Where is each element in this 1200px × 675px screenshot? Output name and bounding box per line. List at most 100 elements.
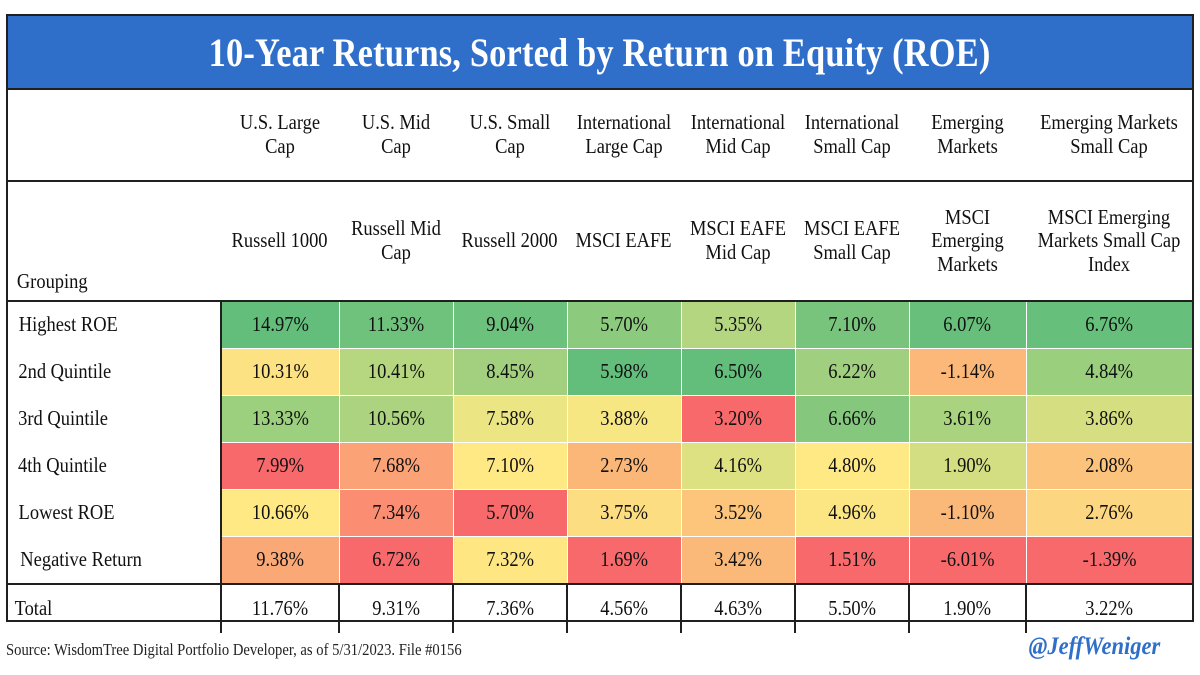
table-row: Negative Return 9.38% 6.72% 7.32% 1.69% 3.42%… bbox=[8, 536, 1192, 585]
value-cell-text: 3.61% bbox=[943, 406, 992, 431]
row-label-text: 3rd Quintile bbox=[18, 406, 108, 431]
value-cell-text: 7.99% bbox=[256, 453, 305, 478]
index-header-row: Grouping Russell 1000 Russell Mid Cap Russe… bbox=[8, 181, 1192, 302]
value-cell: 10.66% bbox=[220, 489, 339, 537]
index-header: MSCI EAFE Mid Cap bbox=[681, 181, 795, 302]
table-row: 4th Quintile 7.99% 7.68% 7.10% 2.73% 4.16% 4.8… bbox=[8, 442, 1192, 490]
author-handle: @JeffWeniger bbox=[1028, 633, 1160, 660]
index-header-text: Russell 1000 bbox=[231, 228, 329, 253]
total-cell-text: 5.50% bbox=[828, 596, 876, 621]
category-header: Emerging Markets bbox=[909, 90, 1026, 182]
value-cell-text: 6.07% bbox=[943, 312, 992, 337]
value-cell: 7.10% bbox=[794, 301, 909, 349]
total-cell-text: 1.90% bbox=[943, 596, 992, 621]
total-label-text: Total bbox=[14, 596, 53, 621]
value-cell-text: 8.45% bbox=[486, 359, 534, 384]
index-header-text: Russell 2000 bbox=[461, 228, 559, 253]
index-header: MSCI Emerging Markets bbox=[909, 181, 1026, 302]
value-cell-text: 7.58% bbox=[486, 406, 534, 431]
category-header: U.S. Large Cap bbox=[221, 90, 339, 182]
value-cell-text: 5.70% bbox=[486, 500, 534, 525]
value-cell: 4.96% bbox=[794, 489, 909, 537]
value-cell-text: -1.14% bbox=[940, 359, 995, 384]
value-cell: 4.80% bbox=[794, 442, 909, 490]
value-cell-text: 4.16% bbox=[714, 453, 762, 478]
table-row: Lowest ROE 10.66% 7.34% 5.70% 3.75% 3.52% 4.96… bbox=[8, 489, 1192, 537]
value-cell-text: 3.86% bbox=[1085, 406, 1134, 431]
value-cell-text: 5.70% bbox=[600, 312, 648, 337]
row-label-text: 4th Quintile bbox=[18, 453, 107, 478]
row-label-text: Negative Return bbox=[20, 546, 142, 571]
value-cell-text: 1.69% bbox=[600, 547, 648, 572]
category-header-row: U.S. Large Cap U.S. Mid Cap U.S. Small Cap… bbox=[8, 90, 1192, 182]
value-cell: -1.39% bbox=[1025, 536, 1192, 585]
value-cell: 3.42% bbox=[680, 536, 795, 585]
table-row: 2nd Quintile 10.31% 10.41% 8.45% 5.98% 6.50% 6… bbox=[8, 348, 1192, 396]
category-header: U.S. Mid Cap bbox=[339, 90, 453, 182]
value-cell-text: 10.41% bbox=[367, 359, 425, 384]
total-cell-text: 4.63% bbox=[714, 596, 762, 621]
value-cell: 3.88% bbox=[566, 395, 681, 443]
value-cell-text: 5.98% bbox=[600, 359, 648, 384]
value-cell: 6.76% bbox=[1025, 301, 1192, 349]
category-header-text: Emerging Markets Small Cap bbox=[1040, 110, 1178, 158]
value-cell: 5.98% bbox=[566, 348, 681, 396]
value-cell: 3.61% bbox=[908, 395, 1026, 443]
value-cell: 4.16% bbox=[680, 442, 795, 490]
value-cell-text: 3.42% bbox=[714, 547, 762, 572]
total-cell: 11.76% bbox=[220, 583, 339, 633]
value-cell: 3.20% bbox=[680, 395, 795, 443]
value-cell: 2.08% bbox=[1025, 442, 1192, 490]
row-label: Lowest ROE bbox=[8, 489, 222, 537]
value-cell: 1.51% bbox=[794, 536, 909, 585]
returns-table-frame: 10-Year Returns, Sorted by Return on Equ… bbox=[6, 14, 1194, 633]
value-cell: 5.70% bbox=[566, 301, 681, 349]
value-cell-text: 10.56% bbox=[367, 406, 425, 431]
value-cell: 1.90% bbox=[908, 442, 1026, 490]
row-label: 4th Quintile bbox=[8, 442, 222, 490]
row-label: 3rd Quintile bbox=[8, 395, 222, 443]
table-row: 3rd Quintile 13.33% 10.56% 7.58% 3.88% 3.20% 6… bbox=[8, 395, 1192, 443]
value-cell: 13.33% bbox=[220, 395, 339, 443]
total-cell-text: 9.31% bbox=[372, 596, 420, 621]
value-cell-text: -6.01% bbox=[940, 547, 995, 572]
total-cell-text: 11.76% bbox=[251, 596, 309, 621]
value-cell: -1.10% bbox=[908, 489, 1026, 537]
title-bar: 10-Year Returns, Sorted by Return on Equ… bbox=[8, 16, 1192, 90]
value-cell: -6.01% bbox=[908, 536, 1026, 585]
category-header: U.S. Small Cap bbox=[453, 90, 567, 182]
index-header-text: MSCI Emerging Markets Small Cap Index bbox=[1037, 204, 1181, 276]
value-cell-text: 4.80% bbox=[828, 453, 876, 478]
value-cell: 10.41% bbox=[338, 348, 453, 396]
value-cell-text: 3.88% bbox=[600, 406, 648, 431]
value-cell: 11.33% bbox=[338, 301, 453, 349]
value-cell: 7.58% bbox=[452, 395, 567, 443]
value-cell-text: 14.97% bbox=[251, 312, 309, 337]
value-cell-text: 4.96% bbox=[828, 500, 876, 525]
value-cell: 7.99% bbox=[220, 442, 339, 490]
value-cell: 9.38% bbox=[220, 536, 339, 585]
value-cell: 7.32% bbox=[452, 536, 567, 585]
value-cell-text: 10.66% bbox=[251, 500, 309, 525]
value-cell: 2.76% bbox=[1025, 489, 1192, 537]
value-cell: 8.45% bbox=[452, 348, 567, 396]
value-cell-text: 3.52% bbox=[714, 500, 762, 525]
index-header-text: MSCI EAFE bbox=[575, 228, 673, 253]
value-cell: 2.73% bbox=[566, 442, 681, 490]
value-cell-text: 9.38% bbox=[256, 547, 305, 572]
source-note: Source: WisdomTree Digital Portfolio Dev… bbox=[6, 640, 462, 659]
value-cell-text: 2.08% bbox=[1085, 453, 1134, 478]
row-label: Highest ROE bbox=[8, 301, 222, 349]
value-cell: 4.84% bbox=[1025, 348, 1192, 396]
value-cell: 3.52% bbox=[680, 489, 795, 537]
value-cell: 1.69% bbox=[566, 536, 681, 585]
row-label-text: Lowest ROE bbox=[18, 500, 115, 525]
index-header: Russell Mid Cap bbox=[339, 181, 453, 302]
value-cell-text: -1.39% bbox=[1082, 547, 1137, 572]
value-cell-text: 6.72% bbox=[372, 547, 420, 572]
value-cell: 6.22% bbox=[794, 348, 909, 396]
value-cell: 6.07% bbox=[908, 301, 1026, 349]
table-row: Highest ROE 14.97% 11.33% 9.04% 5.70% 5.35% 7.… bbox=[8, 301, 1192, 349]
category-header: International Small Cap bbox=[795, 90, 909, 182]
category-header-text: International Small Cap bbox=[804, 110, 900, 158]
